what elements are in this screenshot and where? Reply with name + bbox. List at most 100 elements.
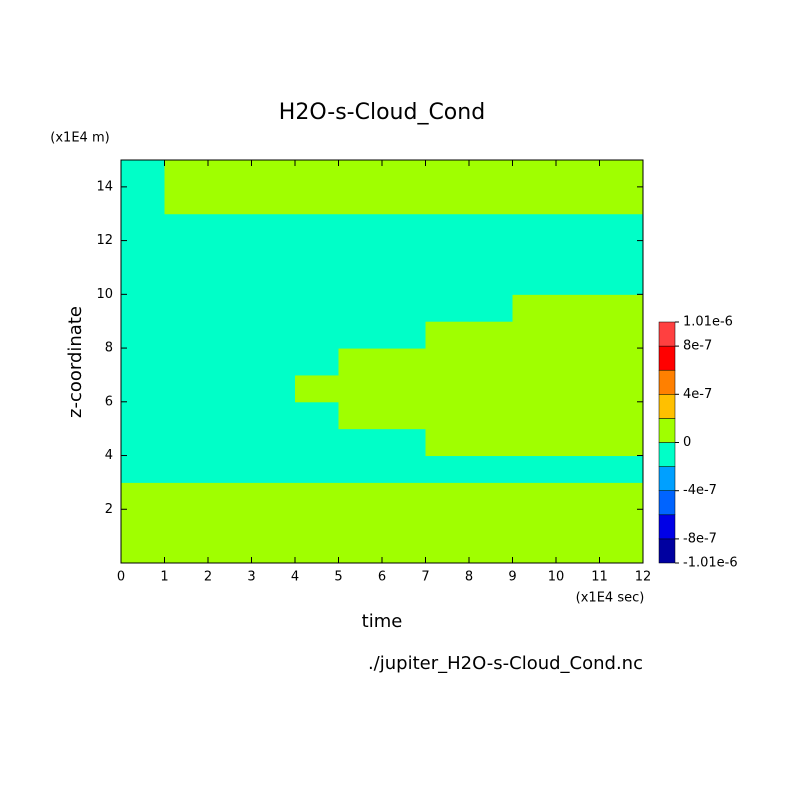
heat-cell — [425, 240, 470, 268]
y-unit: (x1E4 m) — [50, 131, 109, 146]
heat-cell — [121, 186, 165, 215]
heat-cell — [599, 536, 644, 564]
heat-cell — [164, 401, 209, 430]
heat-cell — [208, 348, 252, 376]
heat-cell — [512, 186, 557, 215]
heat-cell — [425, 401, 470, 430]
heat-cell — [512, 374, 557, 403]
heat-cell — [599, 213, 644, 242]
heat-cell — [512, 401, 557, 430]
heat-cell — [382, 294, 426, 322]
heat-cell — [425, 213, 470, 242]
heat-cell — [295, 509, 339, 537]
heat-cell — [295, 455, 339, 483]
heat-cell — [425, 348, 470, 376]
heat-cell — [295, 536, 339, 564]
heat-cell — [512, 321, 557, 349]
colorbar-label: -1.01e-6 — [683, 556, 738, 571]
colorbar-label: 0 — [683, 435, 691, 450]
x-unit: (x1E4 sec) — [576, 591, 645, 606]
heat-cell — [599, 294, 644, 322]
heat-cell — [295, 401, 339, 430]
heat-cell — [208, 509, 252, 537]
heat-cell — [338, 240, 383, 268]
heat-cell — [251, 321, 296, 349]
heat-cell — [556, 536, 600, 564]
heat-cell — [556, 240, 600, 268]
heat-cell — [164, 321, 209, 349]
colorbar-swatch — [658, 345, 676, 371]
heat-cell — [425, 321, 470, 349]
heat-cell — [164, 348, 209, 376]
heat-cell — [599, 348, 644, 376]
heat-cell — [469, 509, 513, 537]
heat-cell — [425, 267, 470, 295]
heat-cell — [208, 240, 252, 268]
heat-cell — [338, 536, 383, 564]
heat-cell — [599, 401, 644, 430]
heat-cell — [556, 374, 600, 403]
x-tick-label: 1 — [160, 570, 168, 585]
x-tick-label: 8 — [465, 570, 473, 585]
heat-cell — [425, 509, 470, 537]
y-tick-label: 14 — [96, 179, 113, 194]
heat-cell — [382, 186, 426, 215]
heat-cell — [164, 428, 209, 457]
y-tick-label: 10 — [96, 287, 113, 302]
heat-cell — [208, 267, 252, 295]
heat-cell — [251, 186, 296, 215]
heat-cell — [338, 160, 383, 188]
y-tick-label: 12 — [96, 233, 113, 248]
heat-cell — [164, 267, 209, 295]
heat-cell — [164, 213, 209, 242]
heat-cell — [121, 213, 165, 242]
heat-cell — [164, 240, 209, 268]
heat-cell — [382, 374, 426, 403]
heat-cell — [599, 428, 644, 457]
heat-cell — [251, 267, 296, 295]
heat-cell — [338, 321, 383, 349]
heat-cell — [556, 186, 600, 215]
heat-cell — [164, 186, 209, 215]
x-tick-label: 0 — [117, 570, 125, 585]
heat-cell — [164, 455, 209, 483]
heat-cell — [121, 401, 165, 430]
heat-cell — [599, 267, 644, 295]
heat-cell — [295, 348, 339, 376]
heat-cell — [556, 294, 600, 322]
heat-cell — [469, 240, 513, 268]
heat-cell — [469, 374, 513, 403]
heat-cell — [425, 186, 470, 215]
heat-cell — [469, 348, 513, 376]
heat-cell — [382, 509, 426, 537]
colorbar-swatch — [658, 369, 676, 395]
heat-cell — [208, 160, 252, 188]
heat-cell — [208, 213, 252, 242]
heat-cell — [599, 455, 644, 483]
heat-cell — [251, 401, 296, 430]
colorbar-swatch — [658, 394, 676, 419]
heat-cell — [121, 160, 165, 188]
colorbar-label: -4e-7 — [683, 483, 717, 498]
heat-cell — [425, 428, 470, 457]
heat-cell — [469, 536, 513, 564]
heat-cell — [295, 482, 339, 510]
heat-cell — [599, 186, 644, 215]
x-tick-label: 7 — [421, 570, 429, 585]
heat-cell — [382, 213, 426, 242]
heat-cell — [338, 186, 383, 215]
heat-cell — [425, 160, 470, 188]
y-tick-label: 8 — [105, 341, 113, 356]
heat-cell — [338, 374, 383, 403]
heat-cell — [164, 536, 209, 564]
x-tick-label: 12 — [635, 570, 652, 585]
heat-cell — [295, 160, 339, 188]
heat-cell — [382, 348, 426, 376]
heat-cell — [121, 240, 165, 268]
heat-cell — [338, 455, 383, 483]
heat-cell — [382, 536, 426, 564]
heat-cell — [469, 321, 513, 349]
heat-cell — [382, 321, 426, 349]
heat-cell — [599, 374, 644, 403]
